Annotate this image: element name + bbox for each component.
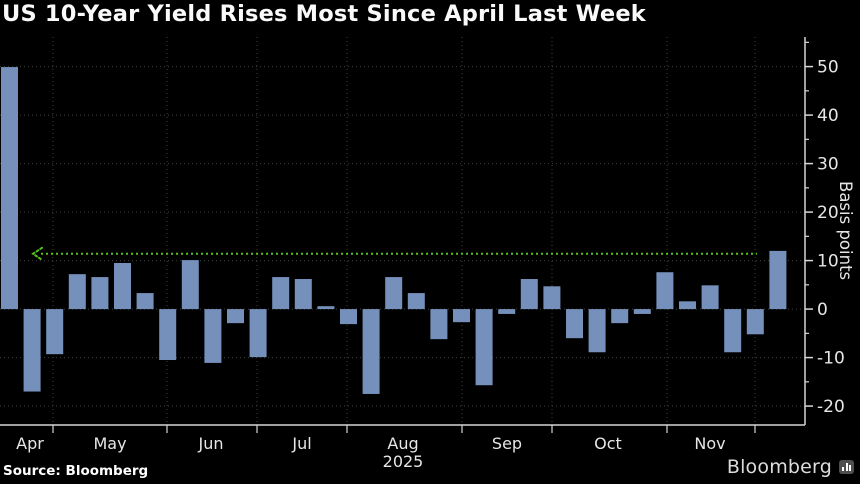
bar <box>407 293 425 310</box>
y-tick-label: 20 <box>817 203 839 223</box>
y-tick-label: 50 <box>817 58 839 78</box>
reference-arrow-icon <box>31 246 43 261</box>
x-month-label: Jul <box>291 434 311 453</box>
bar <box>475 309 493 386</box>
bar <box>1 67 18 310</box>
source-label: Source: Bloomberg <box>3 463 149 479</box>
bar <box>249 309 267 358</box>
bar <box>362 309 380 394</box>
bar <box>453 309 470 323</box>
bloomberg-wordmark: Bloomberg <box>726 456 832 478</box>
bar <box>46 309 64 355</box>
bar <box>498 309 516 314</box>
x-month-label: Sep <box>492 434 522 453</box>
bar <box>769 250 787 310</box>
bar <box>430 309 448 340</box>
bloomberg-branding: Bloomberg <box>727 456 854 478</box>
bar <box>520 279 538 310</box>
bar <box>340 309 357 325</box>
x-month-label: May <box>93 434 126 453</box>
y-axis-title: Basis points <box>836 181 855 281</box>
y-tick-label: 40 <box>817 106 839 126</box>
bar <box>114 263 131 310</box>
bar <box>68 274 86 310</box>
bar <box>181 260 199 310</box>
y-tick-label: -10 <box>817 349 845 369</box>
bar <box>543 286 561 310</box>
bar <box>385 277 403 310</box>
bar <box>317 306 335 310</box>
y-tick-label: -20 <box>817 397 845 417</box>
y-tick-label: 10 <box>817 252 839 272</box>
chart-title: US 10-Year Yield Rises Most Since April … <box>2 1 646 27</box>
bar <box>159 309 177 361</box>
bar <box>701 285 719 310</box>
bar <box>611 309 629 324</box>
x-month-label: Apr <box>16 434 44 453</box>
bar <box>204 309 222 363</box>
bar <box>136 293 154 310</box>
bar <box>724 309 742 353</box>
bar <box>633 309 651 314</box>
x-month-label: Aug <box>387 434 418 453</box>
bar <box>227 309 244 324</box>
bar <box>91 277 109 310</box>
y-tick-label: 30 <box>817 155 839 175</box>
x-year-label: 2025 <box>383 452 424 471</box>
y-tick-label: 0 <box>817 300 828 320</box>
bar <box>656 272 674 310</box>
x-month-label: Jun <box>198 434 224 453</box>
x-month-label: Oct <box>594 434 622 453</box>
bar <box>566 309 583 339</box>
bar <box>294 279 312 310</box>
bar <box>272 277 290 310</box>
bar <box>588 309 606 353</box>
bar <box>679 301 696 310</box>
x-month-label: Nov <box>694 434 725 453</box>
bloomberg-logo-icon <box>839 460 854 474</box>
bar <box>746 309 764 335</box>
bar <box>23 309 41 392</box>
